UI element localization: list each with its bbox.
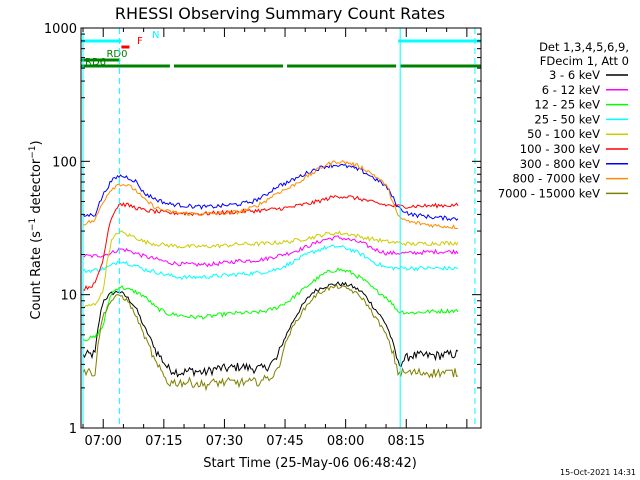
flag-label-f: F	[137, 36, 143, 47]
series-line-9	[82, 283, 459, 392]
x-tick-label-3: 07:30	[206, 434, 243, 449]
y-tick-label-1: 1	[69, 422, 77, 437]
legend-label-3: 12 - 25 keV	[534, 98, 600, 112]
flag-label-rd0: RD0	[106, 49, 127, 60]
plot-frame	[80, 27, 482, 429]
series-line-5	[82, 230, 459, 309]
legend-label-9: 7000 - 15000 keV	[498, 186, 600, 200]
x-tick-label-6: 08:15	[388, 434, 425, 449]
chart-title: RHESSI Observing Summary Count Rates	[115, 4, 445, 23]
x-tick-label-5: 08:00	[327, 434, 364, 449]
series-line-1	[82, 281, 459, 378]
flag-label-n: N	[152, 30, 159, 41]
series-line-8	[82, 160, 459, 230]
legend-label-8: 800 - 7000 keV	[512, 172, 600, 186]
x-tick-label-4: 07:45	[266, 434, 303, 449]
y-tick-label-4: 1000	[44, 22, 77, 37]
flag-label-rd6: RD6	[85, 57, 106, 68]
x-tick-label-1: 07:00	[84, 434, 121, 449]
x-tick-label-2: 07:15	[145, 434, 182, 449]
legend-header-line-2: FDecim 1, Att 0	[540, 54, 629, 68]
series-line-7	[82, 162, 459, 222]
legend-label-1: 3 - 6 keV	[549, 68, 600, 82]
y-tick-label-2: 10	[60, 289, 77, 304]
y-tick-label-3: 100	[52, 155, 77, 170]
y-axis-label: Count Rate (s−1 detector−1)	[28, 140, 44, 319]
series-line-4	[82, 244, 458, 281]
legend-label-5: 50 - 100 keV	[527, 127, 600, 141]
legend-label-6: 100 - 300 keV	[520, 142, 600, 156]
legend-label-4: 25 - 50 keV	[534, 112, 600, 126]
series-line-6	[82, 194, 459, 291]
legend: Det 1,3,4,5,6,9, FDecim 1, Att 0 3 - 6 k…	[498, 40, 629, 200]
series-line-2	[82, 235, 459, 268]
generation-timestamp: 15-Oct-2021 14:31	[560, 468, 636, 477]
legend-header-line-1: Det 1,3,4,5,6,9,	[539, 40, 629, 54]
series-line-3	[82, 267, 459, 342]
legend-label-2: 6 - 12 keV	[542, 83, 600, 97]
x-axis-label: Start Time (25-May-06 06:48:42)	[203, 456, 417, 471]
legend-label-7: 300 - 800 keV	[520, 157, 600, 171]
